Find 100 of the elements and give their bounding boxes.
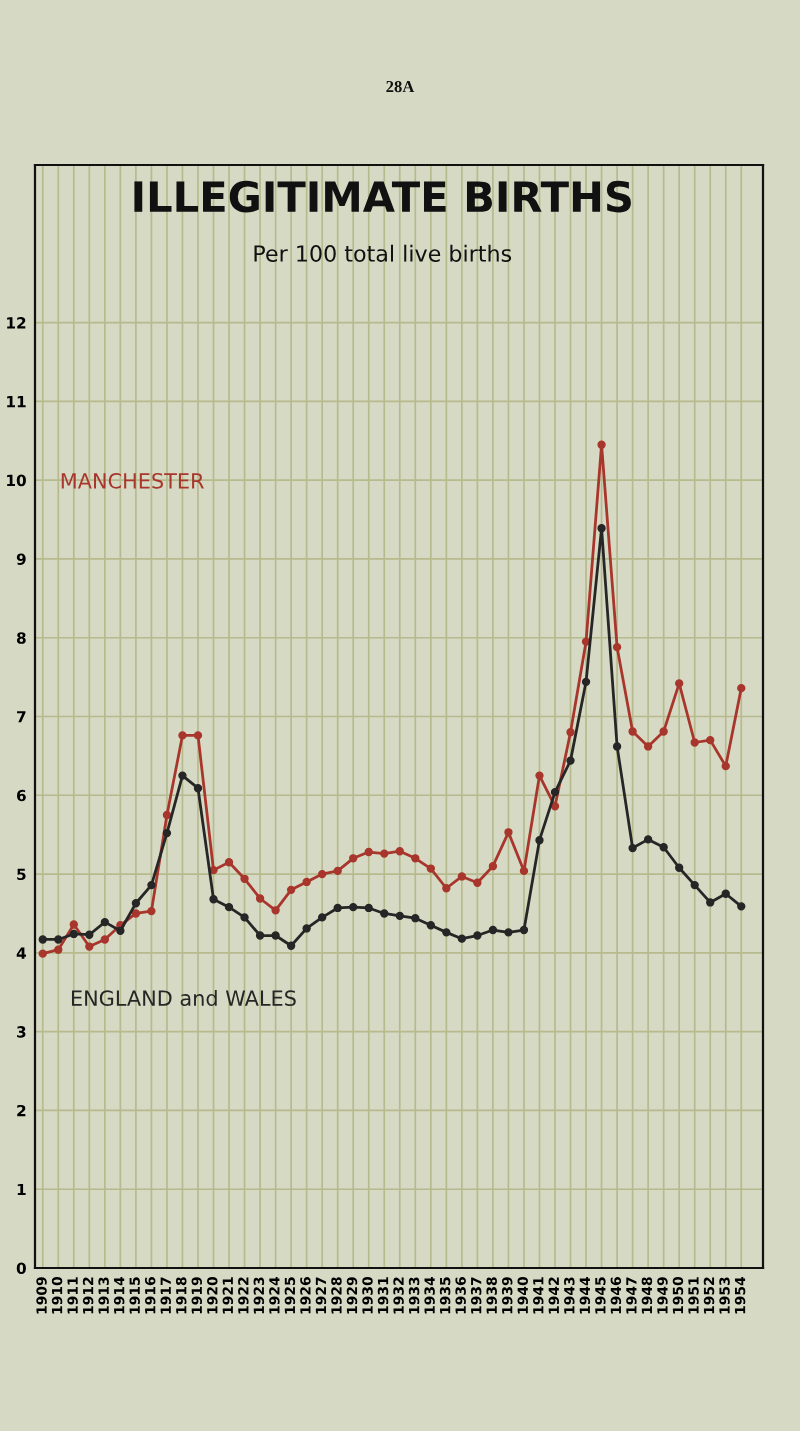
point bbox=[426, 864, 435, 873]
x-tick-label: 1952 bbox=[703, 1277, 715, 1314]
x-tick-label: 1938 bbox=[486, 1277, 497, 1314]
x-tick-label: 1937 bbox=[470, 1277, 482, 1314]
point bbox=[550, 787, 560, 797]
point bbox=[193, 784, 203, 793]
x-tick-label: 1939 bbox=[501, 1277, 513, 1314]
point bbox=[535, 771, 544, 780]
point bbox=[690, 880, 699, 890]
point bbox=[488, 862, 498, 871]
y-tick-label: 12 bbox=[7, 317, 26, 329]
point bbox=[69, 929, 78, 939]
point bbox=[535, 836, 544, 845]
point bbox=[286, 885, 296, 894]
point bbox=[147, 906, 156, 916]
x-tick-label: 1927 bbox=[315, 1277, 327, 1314]
x-tick-label: 1934 bbox=[424, 1276, 435, 1314]
x-tick-label: 1914 bbox=[113, 1276, 125, 1314]
point bbox=[581, 677, 591, 687]
point bbox=[675, 863, 684, 872]
point bbox=[395, 847, 404, 856]
point bbox=[271, 906, 280, 915]
x-tick-label: 1951 bbox=[688, 1277, 699, 1314]
point bbox=[69, 920, 78, 929]
x-tick-label: 1947 bbox=[626, 1277, 637, 1314]
x-tick-label: 1929 bbox=[346, 1277, 358, 1314]
point bbox=[255, 894, 265, 903]
y-tick-label: 8 bbox=[16, 632, 26, 644]
point bbox=[566, 756, 575, 765]
point bbox=[333, 866, 342, 876]
point bbox=[193, 731, 203, 740]
point bbox=[597, 440, 606, 449]
point bbox=[597, 524, 606, 533]
point bbox=[473, 878, 482, 887]
point bbox=[116, 926, 125, 935]
point bbox=[659, 727, 668, 736]
y-tick-label: 5 bbox=[17, 868, 26, 881]
point bbox=[317, 869, 327, 879]
point bbox=[706, 898, 715, 907]
x-tick-label: 1932 bbox=[393, 1277, 404, 1314]
point bbox=[473, 931, 482, 940]
x-tick-label: 1925 bbox=[284, 1277, 296, 1314]
x-tick-label: 1928 bbox=[331, 1277, 342, 1314]
series-label: ENGLAND and WALES bbox=[71, 989, 296, 1007]
point bbox=[100, 935, 110, 944]
text: 28A bbox=[386, 80, 415, 93]
x-tick-label: 1916 bbox=[144, 1277, 156, 1314]
point bbox=[566, 728, 575, 737]
point bbox=[302, 924, 311, 933]
x-tick-label: 1933 bbox=[408, 1277, 420, 1314]
point bbox=[395, 911, 404, 920]
point bbox=[100, 917, 110, 927]
y-tick-label: 9 bbox=[16, 553, 26, 565]
y-tick-label: 1 bbox=[17, 1183, 26, 1196]
point bbox=[364, 847, 373, 857]
y-tick-label: 2 bbox=[17, 1104, 26, 1117]
point bbox=[255, 931, 265, 940]
x-tick-label: 1944 bbox=[579, 1276, 591, 1314]
x-tick-label: 1920 bbox=[207, 1277, 218, 1314]
point bbox=[380, 849, 389, 858]
x-tick-label: 1946 bbox=[610, 1277, 622, 1314]
x-tick-label: 1950 bbox=[672, 1277, 684, 1314]
x-tick-label: 1910 bbox=[51, 1277, 63, 1314]
point bbox=[504, 928, 513, 937]
point bbox=[737, 902, 746, 911]
point bbox=[457, 872, 467, 881]
point bbox=[147, 880, 156, 890]
point bbox=[442, 928, 451, 937]
x-tick-label: 1930 bbox=[362, 1277, 373, 1314]
point bbox=[240, 874, 249, 883]
point bbox=[411, 854, 420, 863]
point bbox=[131, 899, 141, 908]
point bbox=[333, 903, 342, 913]
point bbox=[209, 895, 218, 904]
point bbox=[178, 771, 187, 780]
point bbox=[302, 877, 311, 887]
point bbox=[240, 913, 249, 922]
x-tick-label: 1942 bbox=[548, 1277, 560, 1314]
x-tick-label: 1941 bbox=[533, 1277, 544, 1314]
point bbox=[85, 942, 94, 951]
point bbox=[271, 931, 280, 940]
point bbox=[675, 679, 684, 688]
point bbox=[224, 902, 234, 912]
point bbox=[349, 854, 358, 863]
point bbox=[162, 810, 172, 820]
point bbox=[411, 914, 420, 923]
x-tick-label: 1949 bbox=[657, 1277, 668, 1314]
point bbox=[519, 925, 529, 935]
y-tick-label: 0 bbox=[16, 1262, 26, 1275]
x-tick-label: 1953 bbox=[719, 1277, 730, 1314]
x-tick-label: 1954 bbox=[734, 1276, 746, 1314]
text: MANCHESTER bbox=[61, 472, 204, 489]
chart-title: ILLEGITIMATE BIRTHS bbox=[134, 180, 631, 213]
point bbox=[38, 949, 47, 958]
y-tick-label: 10 bbox=[7, 474, 26, 487]
point bbox=[442, 884, 451, 893]
point bbox=[628, 727, 637, 736]
point bbox=[426, 921, 435, 930]
x-tick-label: 1936 bbox=[455, 1277, 466, 1314]
x-tick-label: 1913 bbox=[98, 1277, 109, 1314]
